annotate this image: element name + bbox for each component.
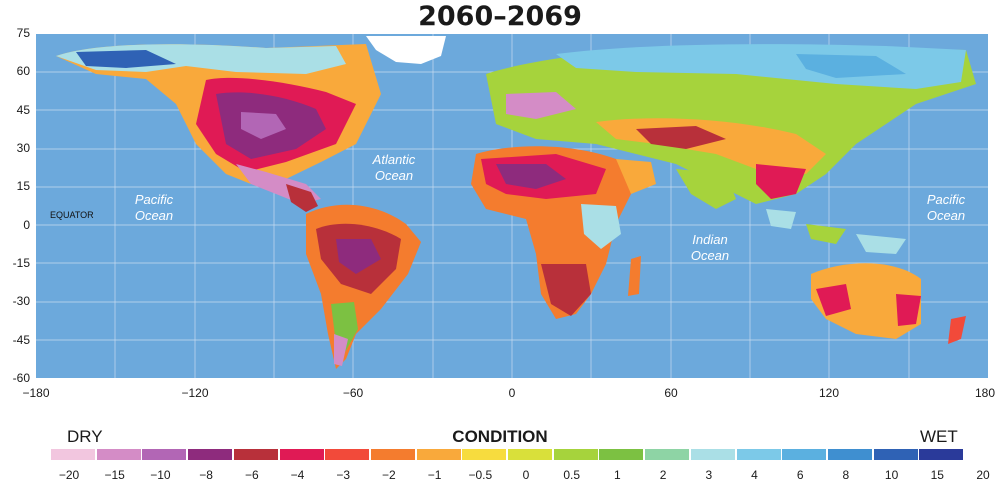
y-tick-label: 75: [16, 26, 30, 40]
y-tick-label: 60: [16, 64, 30, 78]
x-tick-label: 0: [508, 386, 516, 400]
legend-tick-label: −2: [382, 468, 396, 482]
x-tick-label: 60: [664, 386, 678, 400]
x-tick-label: 120: [818, 386, 840, 400]
legend-tick-label: 0: [522, 468, 530, 482]
legend-tick-label: 0.5: [563, 468, 581, 482]
equator-label: EQUATOR: [50, 210, 94, 220]
legend-swatch: [416, 449, 461, 460]
legend-swatch: [462, 449, 507, 460]
legend-tick-label: 6: [796, 468, 804, 482]
legend-swatch: [508, 449, 552, 460]
y-tick-label: -30: [12, 294, 30, 308]
y-tick-label: 30: [16, 141, 30, 155]
legend-swatch: [599, 449, 644, 460]
y-tick-label: -45: [12, 333, 30, 347]
legend-title: CONDITION: [452, 427, 548, 446]
y-tick-label: -15: [12, 256, 30, 270]
legend-swatch: [370, 449, 415, 460]
x-tick-label: −180: [22, 386, 50, 400]
map-title: 2060–2069: [418, 1, 582, 32]
legend-tick-label: −4: [290, 468, 305, 482]
legend-tick-label: 2: [659, 468, 667, 482]
x-tick-label: −60: [342, 386, 364, 400]
australia: [811, 263, 966, 344]
pacific-west-label-1: Pacific: [135, 192, 174, 207]
legend-swatch: [873, 449, 918, 460]
ocean-labels: Atlantic Ocean Pacific Ocean Pacific Oce…: [135, 152, 966, 263]
legend-tick-label: −8: [199, 468, 213, 482]
se-asia-islands: [766, 209, 906, 254]
legend-swatch: [553, 449, 598, 460]
legend-swatch: [325, 449, 370, 460]
atlantic-label-1: Atlantic: [372, 152, 416, 167]
legend-tick-label: −0.5: [468, 468, 493, 482]
pacific-east-label-1: Pacific: [927, 192, 966, 207]
indian-label-2: Ocean: [691, 248, 729, 263]
legend-swatch: [188, 449, 233, 460]
y-tick-label: -60: [12, 371, 30, 385]
legend-swatch: [736, 449, 781, 460]
pacific-west-label-2: Ocean: [135, 208, 173, 223]
indian-label-1: Indian: [692, 232, 727, 247]
drought-map-svg: Atlantic Ocean Pacific Ocean Pacific Oce…: [36, 34, 988, 378]
legend-tick-label: −1: [427, 468, 442, 482]
legend-tick-label: 8: [842, 468, 850, 482]
north-america: [56, 44, 381, 212]
africa: [471, 146, 641, 319]
legend-tick-label: 3: [705, 468, 713, 482]
legend-tick-label: −3: [336, 468, 351, 482]
greenland: [366, 36, 446, 64]
y-tick-label: 45: [16, 103, 30, 117]
south-america: [306, 204, 421, 369]
y-tick-label: 15: [16, 179, 30, 193]
legend-swatch: [96, 449, 141, 460]
legend-tick-label: 20: [976, 468, 990, 482]
world-map: Atlantic Ocean Pacific Ocean Pacific Oce…: [36, 34, 988, 378]
legend-tick-label: 10: [884, 468, 899, 482]
legend-tick-label: −10: [150, 468, 171, 482]
atlantic-label-2: Ocean: [375, 168, 413, 183]
legend-dry-label: DRY: [67, 427, 103, 446]
legend-swatch: [233, 449, 278, 460]
legend-wet-label: WET: [920, 427, 958, 446]
legend-tick-label: −6: [244, 468, 259, 482]
legend-swatch: [645, 449, 690, 460]
legend-swatch: [827, 449, 872, 460]
legend-swatch: [782, 449, 827, 460]
legend-tick-label: −20: [58, 468, 80, 482]
legend-swatch: [142, 449, 187, 460]
eurasia: [486, 44, 976, 209]
legend-swatch: [919, 449, 964, 460]
legend-tick-label: 15: [930, 468, 944, 482]
x-tick-label: −120: [181, 386, 209, 400]
legend-swatch: [279, 449, 324, 460]
legend-swatch: [51, 449, 95, 460]
pacific-east-label-2: Ocean: [927, 208, 965, 223]
legend-swatch: [690, 449, 735, 460]
x-tick-label: 180: [974, 386, 996, 400]
legend-tick-label: 1: [614, 468, 621, 482]
y-tick-label: 0: [23, 218, 30, 232]
legend-tick-label: −15: [104, 468, 125, 482]
legend-tick-label: 4: [751, 468, 758, 482]
